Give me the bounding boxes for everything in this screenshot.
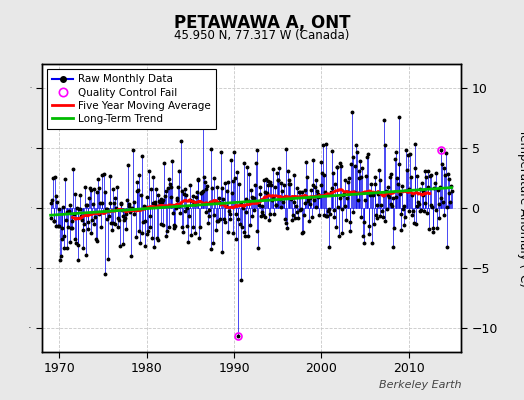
Y-axis label: Temperature Anomaly (°C): Temperature Anomaly (°C) <box>517 129 524 287</box>
Legend: Raw Monthly Data, Quality Control Fail, Five Year Moving Average, Long-Term Tren: Raw Monthly Data, Quality Control Fail, … <box>47 69 216 129</box>
Text: PETAWAWA A, ONT: PETAWAWA A, ONT <box>174 14 350 32</box>
Text: Berkeley Earth: Berkeley Earth <box>379 380 461 390</box>
Text: 45.950 N, 77.317 W (Canada): 45.950 N, 77.317 W (Canada) <box>174 29 350 42</box>
